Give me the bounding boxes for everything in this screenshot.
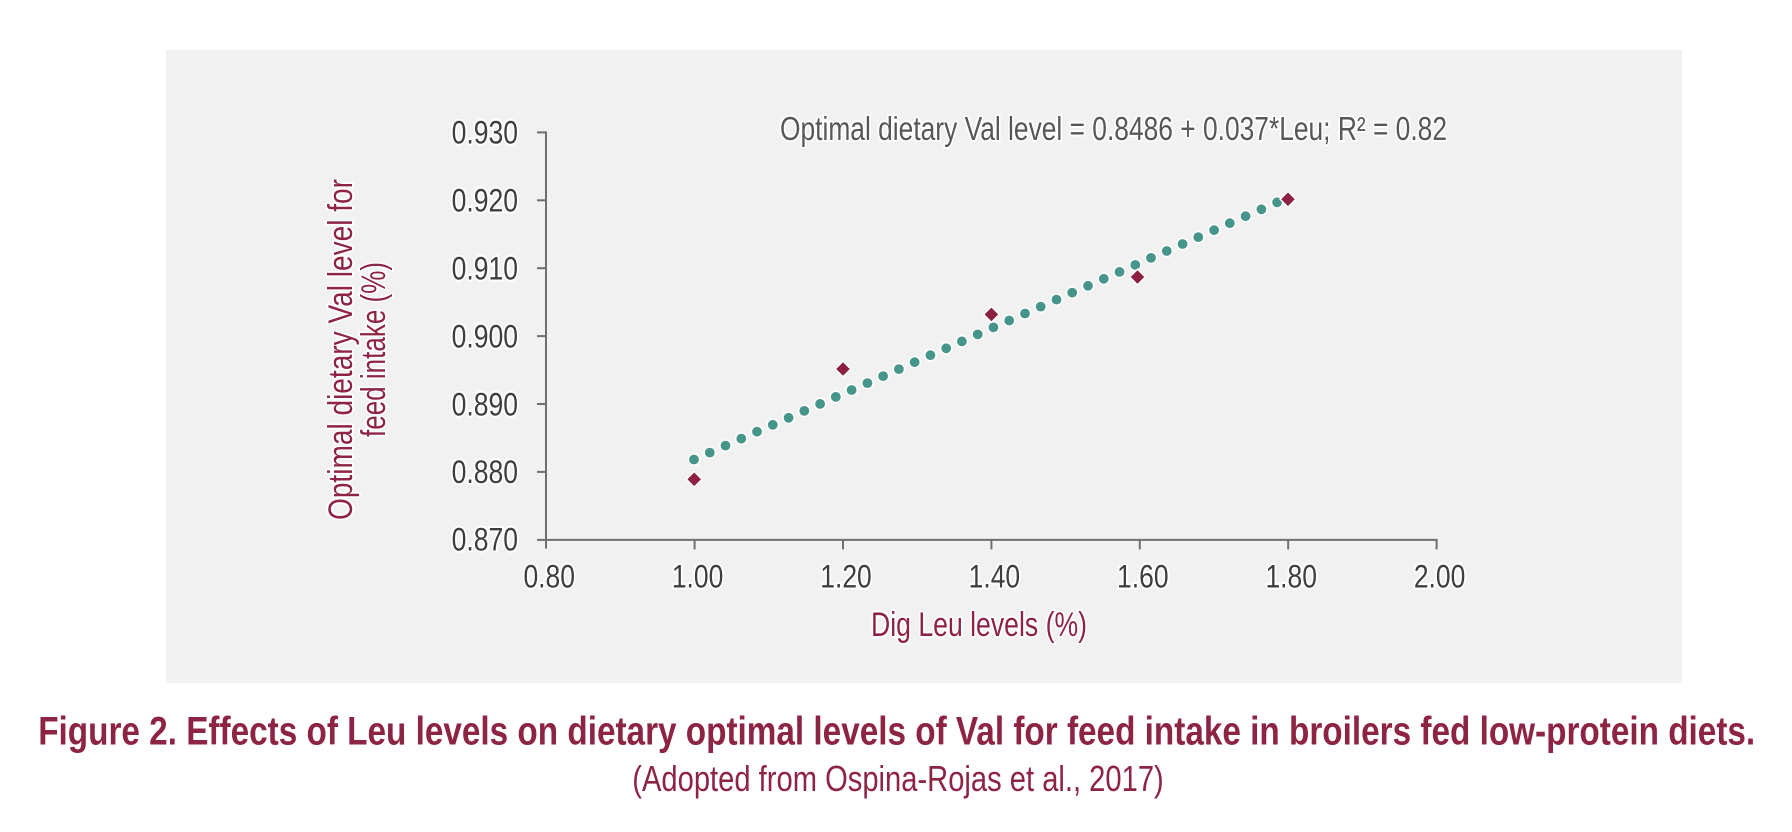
svg-text:0.920: 0.920	[452, 183, 518, 219]
svg-text:Dig Leu levels (%): Dig Leu levels (%)	[871, 606, 1087, 644]
svg-text:Optimal dietary Val level for: Optimal dietary Val level for	[322, 179, 360, 520]
svg-text:2.00: 2.00	[1414, 559, 1466, 595]
svg-text:Optimal dietary Val level = 0.: Optimal dietary Val level = 0.8486 + 0.0…	[780, 110, 1447, 147]
svg-text:0.890: 0.890	[452, 386, 518, 422]
svg-text:0.900: 0.900	[452, 318, 518, 354]
svg-text:1.40: 1.40	[969, 559, 1021, 595]
svg-text:feed intake (%): feed intake (%)	[355, 262, 393, 437]
svg-text:0.870: 0.870	[452, 522, 518, 558]
svg-text:0.80: 0.80	[523, 559, 575, 595]
svg-text:(Adopted from Ospina-Rojas et: (Adopted from Ospina-Rojas et al., 2017)	[632, 758, 1164, 799]
svg-text:Figure 2. Effects of Leu level: Figure 2. Effects of Leu levels on dieta…	[38, 710, 1755, 754]
svg-text:0.880: 0.880	[452, 454, 518, 490]
svg-text:1.60: 1.60	[1117, 559, 1169, 595]
svg-text:1.20: 1.20	[820, 559, 872, 595]
svg-text:0.910: 0.910	[452, 251, 518, 287]
svg-text:0.930: 0.930	[452, 115, 518, 151]
svg-text:1.00: 1.00	[672, 559, 724, 595]
svg-text:1.80: 1.80	[1265, 559, 1317, 595]
